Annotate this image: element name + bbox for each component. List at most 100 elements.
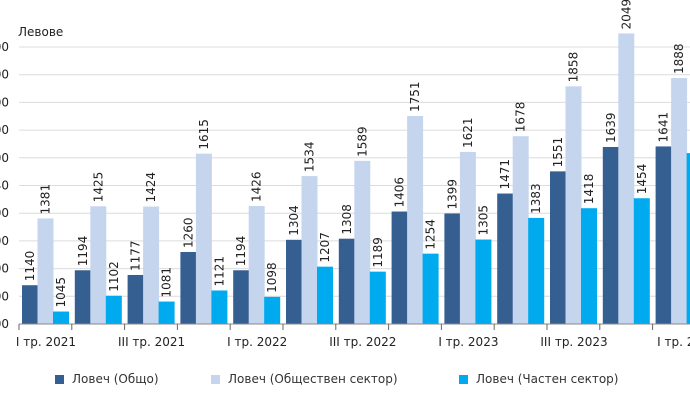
bar-value-label: 1102: [107, 261, 121, 292]
bar: [53, 311, 69, 324]
bar-value-label: 1098: [265, 262, 279, 293]
bar: [90, 206, 107, 324]
bar-value-label: 1425: [91, 172, 105, 203]
bar-value-label: 1641: [657, 112, 671, 143]
y-axis-ticks: 00 00 00 00 00 40 00 00 00 00 00: [0, 40, 9, 331]
bar-value-label: 1194: [234, 236, 248, 267]
bar-value-label: 1081: [160, 267, 174, 298]
bar: [655, 146, 672, 324]
legend-label-private: Ловеч (Частен сектор): [476, 372, 619, 386]
bar-value-label: 1194: [76, 236, 90, 267]
legend-swatch-total: [55, 374, 64, 384]
legend-item-private[interactable]: Ловеч (Частен сектор): [459, 372, 618, 386]
bar-value-label: 1254: [424, 219, 438, 250]
bar-value-label: 1534: [303, 142, 317, 173]
bar: [264, 296, 281, 324]
bar-value-label: 1207: [318, 232, 332, 263]
y-tick-label: 00: [0, 234, 9, 248]
x-tick-label: I тр. 2021: [16, 335, 76, 349]
y-tick-label: 40: [0, 179, 9, 193]
bar: [512, 136, 529, 324]
bar: [444, 213, 461, 324]
bar: [286, 239, 302, 324]
bar: [497, 193, 514, 324]
y-tick-label: 00: [0, 206, 9, 220]
bar-value-label: 1189: [371, 237, 385, 268]
bar: [143, 206, 160, 324]
y-tick-label: 00: [0, 317, 9, 331]
bar-value-label: 1260: [181, 217, 195, 248]
bar: [74, 270, 91, 324]
bar: [633, 198, 650, 324]
bar-value-label: 1858: [567, 52, 581, 83]
bar-value-label: 1551: [551, 137, 565, 168]
bar-value-label: 1399: [445, 179, 459, 210]
y-tick-label: 00: [0, 123, 9, 137]
bar-value-label: 1121: [212, 256, 226, 287]
bar: [369, 271, 386, 324]
bar: [354, 160, 371, 324]
y-axis-label: Левове: [18, 25, 63, 39]
bar: [158, 301, 175, 324]
bar: [127, 274, 144, 324]
bar-value-label: 1177: [129, 240, 143, 271]
bar-value-label: 2049: [619, 0, 633, 29]
bar-value-label: 1751: [408, 81, 422, 112]
bar: [475, 239, 492, 324]
bar: [22, 285, 38, 324]
legend-item-public[interactable]: Ловеч (Обществен сектор): [211, 372, 398, 386]
bar: [37, 218, 54, 324]
x-tick-label: I тр. 2023: [438, 335, 498, 349]
bar-value-label: 1418: [582, 174, 596, 205]
bar-value-label: 1406: [393, 177, 407, 208]
y-tick-label: 00: [0, 95, 9, 109]
bar: [686, 153, 690, 324]
bar: [602, 146, 619, 324]
bar-value-label: 1426: [250, 171, 264, 202]
bar-value-label: 1615: [197, 119, 211, 150]
y-tick-label: 00: [0, 289, 9, 303]
bar: [105, 295, 122, 324]
bar-value-label: 1308: [340, 204, 354, 235]
bar: [618, 33, 635, 324]
legend-swatch-public: [211, 374, 220, 384]
bar-value-label: 1454: [635, 164, 649, 195]
bar-value-label: 1621: [461, 117, 475, 148]
bar: [671, 78, 688, 324]
bar: [180, 251, 197, 324]
x-tick-label: I тр. 20: [657, 335, 690, 349]
bar: [459, 151, 476, 324]
legend-item-total[interactable]: Ловеч (Общо): [55, 372, 159, 386]
bar: [407, 115, 424, 325]
bar-value-label: 1383: [529, 183, 543, 214]
x-tick-label: III тр. 2023: [540, 335, 607, 349]
y-tick-label: 00: [0, 151, 9, 165]
bar: [565, 86, 582, 324]
value-labels: 1140 1381 1045 1194 1425 1102 1177 1424 1081 1260…: [23, 0, 686, 308]
bar: [301, 176, 318, 324]
y-tick-label: 00: [0, 262, 9, 276]
bar-value-label: 1424: [144, 172, 158, 203]
x-tick-label: I тр. 2022: [227, 335, 287, 349]
bar: [391, 211, 408, 324]
y-tick-label: 00: [0, 68, 9, 82]
bar: [211, 290, 228, 324]
legend-label-total: Ловеч (Общо): [72, 372, 159, 386]
bar-value-label: 1045: [54, 277, 68, 308]
y-tick-label: 00: [0, 40, 9, 54]
x-axis: I тр. 2021 III тр. 2021 I тр. 2022 III тр. …: [16, 323, 690, 349]
bar: [581, 208, 597, 324]
x-tick-label: III тр. 2022: [329, 335, 396, 349]
legend-swatch-private: [459, 374, 468, 384]
bar: [195, 153, 212, 324]
bar-value-label: 1471: [498, 159, 512, 190]
bar: [528, 217, 545, 324]
bar-value-label: 1639: [604, 112, 618, 143]
bar-value-label: 1589: [355, 126, 369, 157]
bar-value-label: 1305: [476, 205, 490, 236]
x-tick-label: III тр. 2021: [118, 335, 185, 349]
bar: [550, 171, 566, 324]
legend-label-public: Ловеч (Обществен сектор): [228, 372, 398, 386]
legend: Ловеч (Общо) Ловеч (Обществен сектор) Ло…: [0, 372, 690, 392]
